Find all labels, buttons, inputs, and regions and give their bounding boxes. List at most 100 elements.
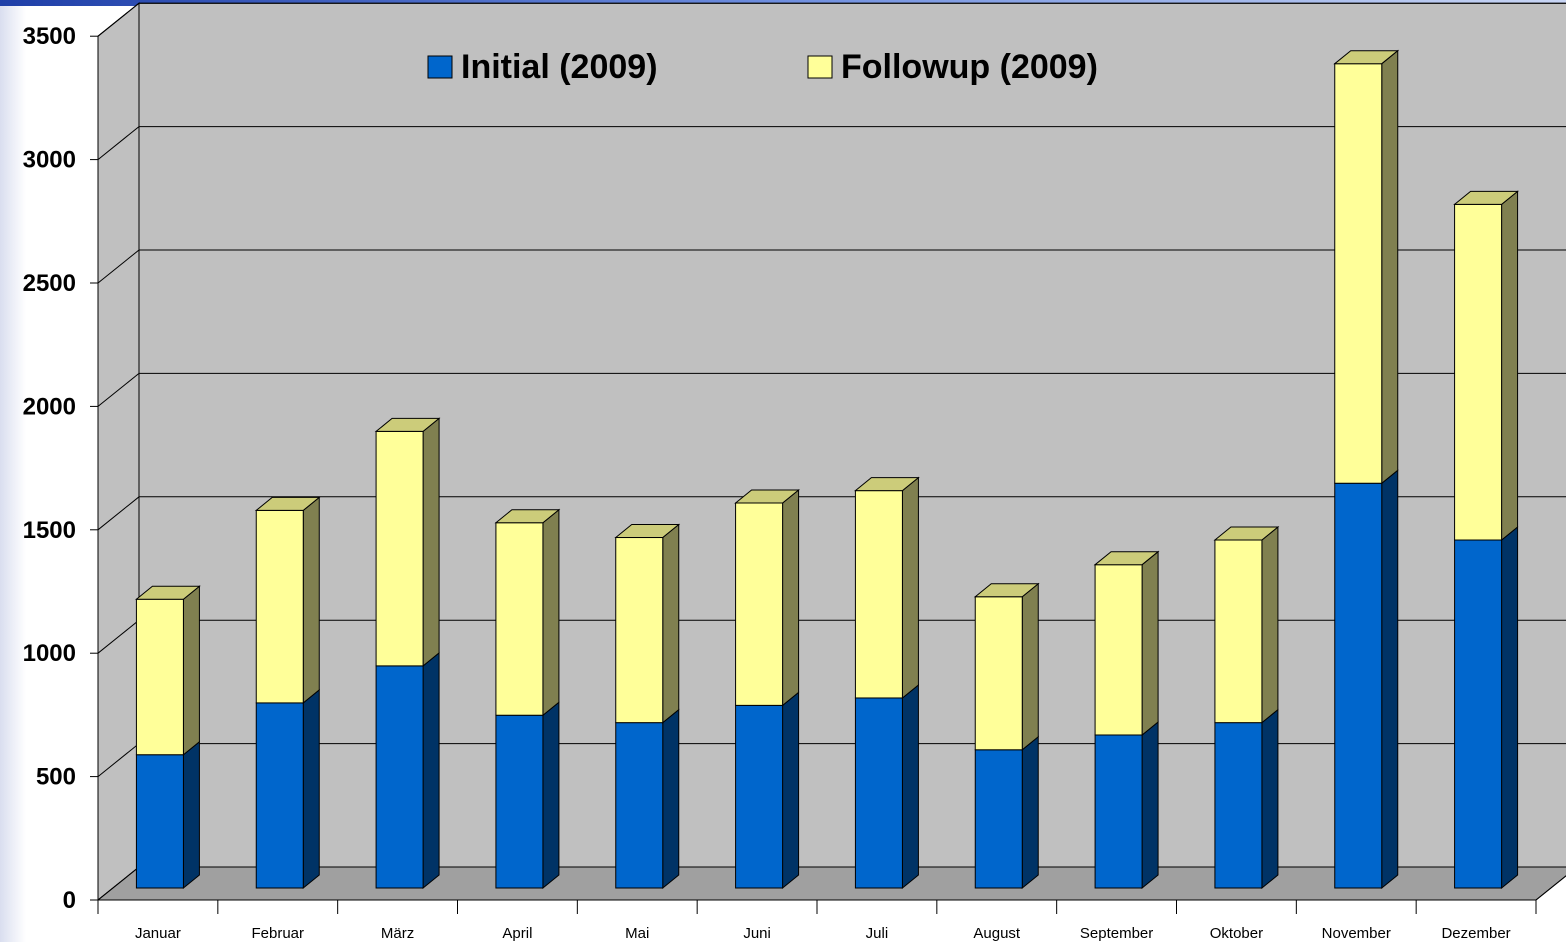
bar-segment: [735, 691, 800, 890]
bar-front: [1334, 63, 1383, 484]
bar-segment: [1093, 550, 1160, 737]
bar-top: [973, 583, 1040, 598]
bar-side: [901, 683, 919, 890]
y-tick-label: 1000: [23, 640, 76, 667]
x-tick-label: August: [973, 925, 1021, 942]
bar-side: [542, 508, 560, 717]
x-tick-label: Juni: [743, 925, 771, 942]
side-wall: [97, 2, 140, 902]
bar-front: [495, 522, 544, 716]
x-tick-label: Januar: [135, 925, 181, 942]
bar-front: [735, 502, 784, 706]
gridline-side: [97, 866, 140, 901]
bar-segment: [495, 701, 560, 890]
bar-segment: [1334, 469, 1399, 890]
bar-front: [974, 596, 1023, 751]
bar-segment: [254, 496, 321, 704]
x-tick-label: April: [502, 925, 532, 942]
legend-swatch: [807, 55, 833, 79]
bar-front: [255, 702, 304, 889]
bar-segment: [1454, 525, 1519, 890]
bars: [135, 49, 1519, 890]
legend: Initial (2009) Followup (2009): [427, 48, 1098, 86]
bar-segment: [255, 688, 320, 890]
gridline-side: [97, 743, 140, 777]
bar-side: [662, 708, 680, 890]
bar-segment: [135, 740, 200, 890]
bar-side: [422, 417, 440, 667]
y-tick-label: 3000: [23, 147, 76, 174]
x-tick-label: September: [1080, 925, 1153, 942]
gridline-side: [97, 2, 140, 37]
bar-side: [542, 701, 560, 890]
bar-top: [374, 417, 441, 432]
bar-segment: [1214, 708, 1279, 890]
bar-top: [254, 496, 321, 511]
y-tick-label: 0: [63, 887, 76, 914]
bar-side: [782, 691, 800, 890]
legend-item: Followup (2009): [807, 48, 1098, 86]
x-tick-label: Oktober: [1210, 925, 1263, 942]
bar-side: [1021, 735, 1039, 890]
bar-front: [375, 665, 424, 889]
x-tick-label: Februar: [251, 925, 304, 942]
bar-side: [1381, 49, 1399, 485]
x-tick-label: Mai: [625, 925, 649, 942]
bar-segment: [734, 488, 800, 707]
bar-side: [1141, 720, 1159, 890]
bar-segment: [854, 683, 919, 890]
bar-side: [1501, 525, 1519, 890]
bar-segment: [1094, 720, 1159, 890]
bar-front: [135, 598, 184, 756]
bar-top: [854, 477, 920, 492]
bar-top: [734, 489, 800, 504]
bar-segment: [1453, 190, 1519, 542]
bar-front: [135, 754, 184, 889]
gridline-side: [97, 373, 140, 407]
y-tick-label: 2500: [23, 270, 76, 297]
gridline-side: [97, 496, 140, 531]
x-tick-label: Dezember: [1441, 925, 1510, 942]
bar-side: [1261, 525, 1279, 724]
bar-side: [422, 651, 440, 890]
legend-item: Initial (2009): [427, 48, 658, 86]
bar-front: [1454, 203, 1503, 541]
gridline-side: [97, 619, 140, 654]
gridline-side: [97, 249, 140, 284]
bar-side: [1381, 469, 1399, 890]
y-tick-label: 3500: [23, 23, 76, 50]
bar-segment: [494, 508, 561, 717]
bar-side: [302, 688, 320, 890]
bar-side: [1021, 582, 1039, 751]
bar-segment: [854, 476, 920, 700]
bar-side: [901, 476, 919, 700]
bar-front: [1334, 482, 1383, 889]
bar-front: [1454, 539, 1503, 889]
x-tick-label: März: [381, 925, 414, 942]
bar-top: [1213, 526, 1280, 541]
floor-edge: [1535, 875, 1566, 901]
bar-segment: [974, 735, 1039, 890]
bar-front: [735, 704, 784, 889]
bar-top: [1093, 551, 1160, 566]
bar-top: [1453, 190, 1519, 205]
bar-front: [854, 697, 903, 889]
bar-segment: [1333, 49, 1400, 485]
bar-top: [614, 524, 681, 539]
gridline-side: [97, 126, 140, 160]
bar-front: [615, 722, 664, 889]
bar-front: [1214, 722, 1263, 889]
bar-side: [1141, 550, 1159, 737]
y-tick-label: 1500: [23, 517, 76, 544]
bar-side: [782, 488, 800, 707]
x-tick-label: Juli: [866, 925, 889, 942]
bar-segment: [614, 523, 681, 724]
legend-swatch: [427, 55, 453, 79]
bar-segment: [973, 582, 1040, 751]
bar-front: [974, 749, 1023, 889]
bar-segment: [615, 708, 680, 890]
legend-label: Followup (2009): [841, 48, 1098, 86]
y-tick-label: 500: [36, 764, 76, 791]
